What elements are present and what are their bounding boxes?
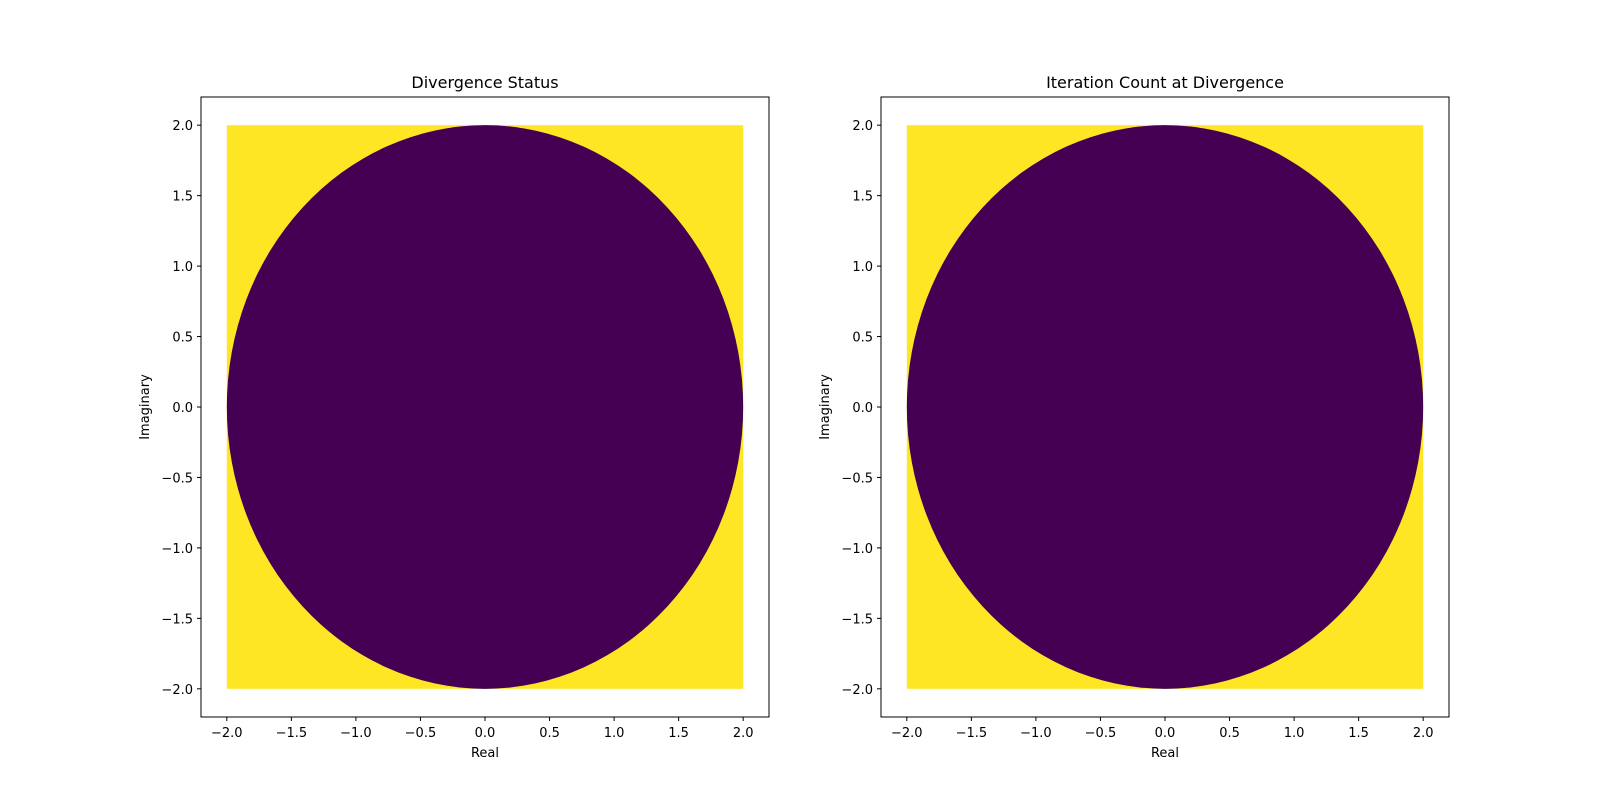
x-tick-label: −1.5	[956, 726, 988, 741]
y-tick-label: −2.0	[161, 683, 193, 698]
x-tick-label: −0.5	[1085, 726, 1117, 741]
x-tick-label: −1.5	[276, 726, 308, 741]
y-tick-label: −1.0	[161, 542, 193, 557]
x-tick-label: −1.0	[1020, 726, 1052, 741]
x-tick-label: 0.0	[1155, 726, 1176, 741]
y-tick-label: −1.5	[841, 612, 873, 627]
y-tick-label: 0.5	[852, 331, 873, 346]
x-tick-label: 1.5	[668, 726, 689, 741]
plot-divergence-status: −2.0 −1.5 −1.0 −0.5 0.0 0.5 1.0 1.5 2.0 −2.0 −1.5 −…	[138, 73, 770, 761]
y-tick-label: 2.0	[852, 119, 873, 134]
y-tick-label: 1.0	[172, 260, 193, 275]
x-tick-label: −2.0	[891, 726, 923, 741]
inner-disk	[906, 125, 1424, 689]
y-axis-label: Imaginary	[138, 374, 153, 440]
y-axis-label: Imaginary	[818, 374, 833, 440]
x-tick-label: 1.0	[1284, 726, 1305, 741]
chart-title: Divergence Status	[411, 73, 558, 92]
y-tick-label: 0.5	[172, 331, 193, 346]
x-tick-label: −1.0	[340, 726, 372, 741]
inner-disk	[226, 125, 744, 689]
y-tick-label: 0.0	[852, 401, 873, 416]
x-axis-label: Real	[1151, 746, 1179, 761]
x-tick-label: 2.0	[1413, 726, 1434, 741]
y-tick-label: 1.5	[852, 190, 873, 205]
y-tick-label: 0.0	[172, 401, 193, 416]
x-tick-label: 1.5	[1348, 726, 1369, 741]
y-tick-label: −0.5	[161, 471, 193, 486]
x-tick-label: 1.0	[604, 726, 625, 741]
plot-iteration-count: −2.0 −1.5 −1.0 −0.5 0.0 0.5 1.0 1.5 2.0 −2.0 −1.5 −…	[818, 73, 1450, 761]
x-tick-label: 0.5	[1219, 726, 1240, 741]
x-axis-label: Real	[471, 746, 499, 761]
y-tick-label: 1.0	[852, 260, 873, 275]
x-tick-label: 2.0	[733, 726, 754, 741]
y-tick-label: −0.5	[841, 471, 873, 486]
chart-title: Iteration Count at Divergence	[1046, 73, 1284, 92]
y-tick-label: 2.0	[172, 119, 193, 134]
x-tick-label: −2.0	[211, 726, 243, 741]
y-tick-label: 1.5	[172, 190, 193, 205]
y-tick-label: −1.5	[161, 612, 193, 627]
y-tick-label: −2.0	[841, 683, 873, 698]
y-tick-label: −1.0	[841, 542, 873, 557]
x-tick-label: 0.5	[539, 726, 560, 741]
x-tick-label: 0.0	[475, 726, 496, 741]
x-tick-label: −0.5	[405, 726, 437, 741]
